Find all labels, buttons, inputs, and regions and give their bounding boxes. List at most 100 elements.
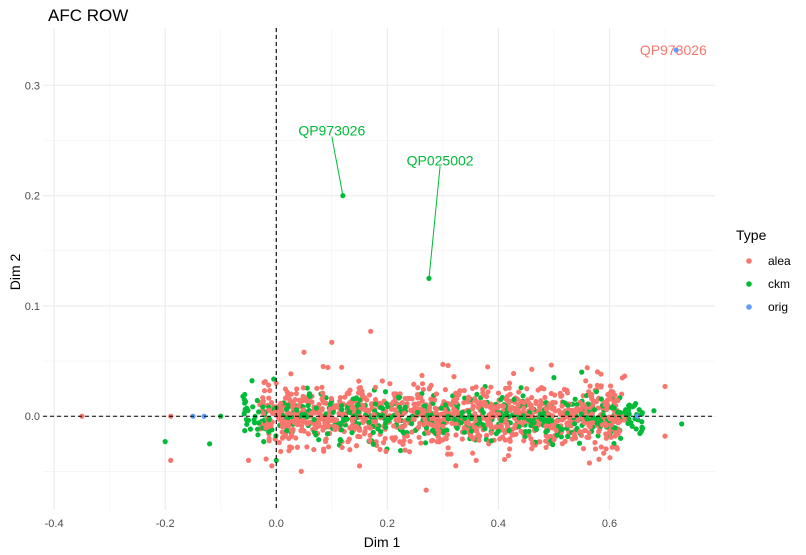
orig-point — [673, 47, 679, 53]
ckm-point — [639, 419, 645, 425]
alea-point — [472, 425, 479, 431]
alea-point — [571, 431, 577, 437]
alea-point — [529, 366, 535, 372]
alea-point — [596, 456, 602, 462]
alea-point — [439, 411, 445, 417]
alea-point — [320, 363, 326, 370]
alea-point — [268, 399, 275, 406]
alea-point — [373, 419, 379, 425]
alea-point — [377, 446, 383, 453]
annotation-label: QP973026 — [298, 123, 365, 139]
alea-point — [279, 429, 285, 435]
ckm-point — [323, 411, 329, 417]
ckm-point — [520, 393, 526, 399]
alea-point — [430, 415, 436, 421]
ckm-point — [574, 401, 580, 408]
alea-point — [549, 406, 556, 412]
alea-point — [398, 424, 404, 430]
alea-point — [454, 391, 461, 397]
ckm-point — [285, 402, 291, 408]
alea-point — [516, 419, 522, 425]
ckm-point — [531, 419, 537, 426]
alea-point — [401, 437, 407, 444]
alea-point — [301, 349, 307, 355]
ckm-point — [162, 439, 168, 445]
ckm-point — [383, 424, 389, 430]
alea-point — [333, 417, 339, 423]
alea-point — [609, 444, 615, 450]
alea-point — [553, 427, 559, 434]
alea-point — [448, 402, 455, 408]
alea-point — [453, 421, 459, 427]
alea-point — [168, 457, 174, 463]
ckm-point — [379, 412, 386, 418]
alea-point — [349, 418, 356, 425]
ckm-point — [260, 404, 266, 410]
y-tick-label: 0.1 — [25, 301, 40, 313]
alea-point — [309, 399, 315, 405]
alea-point — [546, 402, 552, 408]
ckm-point — [254, 397, 260, 404]
alea-point — [461, 400, 467, 406]
alea-point — [329, 339, 335, 345]
alea-point — [406, 449, 413, 455]
alea-point — [467, 432, 473, 438]
alea-point — [606, 429, 613, 435]
ckm-point — [378, 429, 384, 435]
alea-point — [613, 445, 620, 451]
alea-point — [421, 421, 427, 427]
alea-point — [347, 447, 353, 453]
ckm-point — [522, 428, 529, 435]
alea-point — [411, 381, 417, 387]
alea-point — [429, 437, 436, 444]
alea-point — [290, 400, 296, 406]
x-tick-label: 0.4 — [491, 518, 506, 530]
ckm-point — [207, 441, 213, 447]
alea-point — [380, 440, 387, 446]
alea-point — [516, 409, 522, 416]
alea-point — [475, 431, 481, 438]
alea-point — [488, 424, 494, 430]
legend-title: Type — [736, 227, 767, 243]
ckm-point — [339, 407, 345, 413]
alea-point — [356, 378, 362, 384]
ckm-point — [370, 441, 377, 447]
alea-point — [521, 405, 527, 411]
alea-point — [588, 420, 595, 426]
ckm-point — [242, 400, 248, 406]
alea-point — [472, 417, 478, 424]
alea-point — [328, 395, 335, 402]
ckm-point — [554, 432, 560, 438]
alea-point — [575, 417, 581, 423]
ckm-point — [579, 369, 585, 375]
alea-point — [510, 426, 516, 432]
alea-point — [273, 380, 279, 386]
alea-point — [470, 450, 476, 456]
alea-point — [415, 424, 422, 430]
ckm-point — [422, 440, 429, 446]
alea-point — [495, 390, 502, 396]
alea-point — [502, 456, 508, 463]
alea-point — [450, 411, 456, 417]
ckm-point — [537, 411, 544, 417]
alea-point — [287, 444, 293, 450]
ckm-point — [338, 427, 345, 433]
alea-point — [561, 386, 567, 393]
alea-point — [557, 411, 563, 417]
alea-point — [506, 380, 513, 386]
alea-point — [419, 372, 425, 379]
ckm-point — [518, 385, 524, 391]
alea-point — [598, 371, 604, 377]
alea-point — [488, 414, 494, 420]
alea-point — [485, 389, 491, 395]
alea-point — [507, 438, 513, 444]
alea-point — [319, 384, 325, 390]
alea-point — [294, 420, 300, 426]
alea-point — [459, 436, 465, 442]
alea-point — [392, 398, 398, 404]
alea-point — [451, 374, 457, 380]
alea-point — [583, 378, 589, 384]
ckm-point — [459, 409, 465, 415]
alea-point — [314, 385, 320, 392]
alea-point — [567, 418, 573, 425]
